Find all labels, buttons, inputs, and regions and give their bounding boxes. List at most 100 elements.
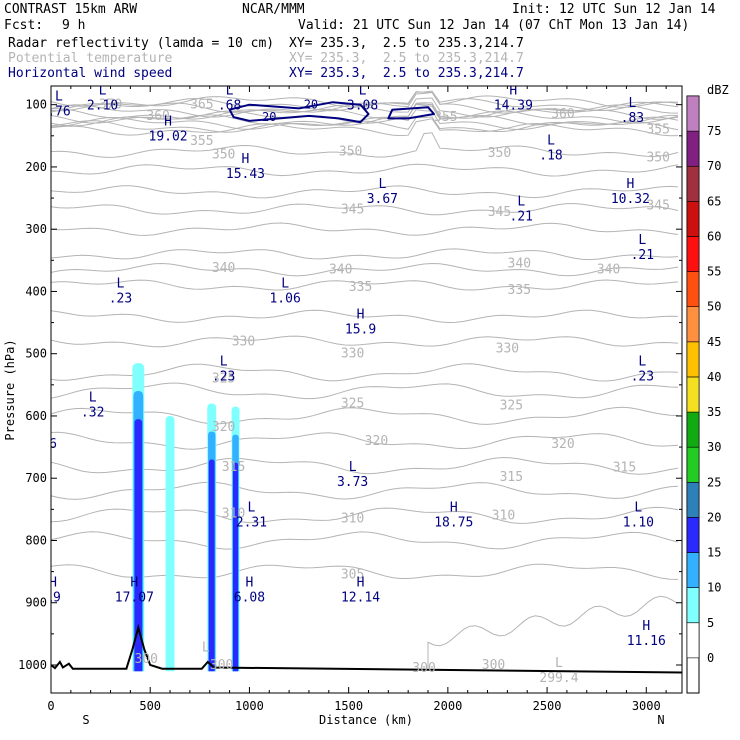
extremum-value: 19.02	[149, 130, 188, 145]
theta-contour-label: 320	[365, 434, 388, 449]
colorbar-swatch	[686, 587, 700, 624]
theta-contour-label: 360	[146, 109, 169, 124]
extremum-label: H17.07	[115, 575, 154, 605]
extremum-label: L3.67	[367, 177, 398, 207]
y-tick-label: 500	[25, 347, 47, 361]
wind-contour-label: 20	[304, 98, 318, 112]
extremum-label: L	[202, 641, 210, 656]
colorbar-tick-label: 65	[707, 194, 721, 208]
colorbar-swatch	[686, 552, 700, 588]
theta-contour-line	[51, 335, 679, 348]
theta-contour-label: 325	[212, 372, 235, 387]
reflectivity-columns	[132, 363, 240, 672]
theta-contour-line	[51, 382, 679, 400]
extremum-label: 6	[49, 437, 57, 452]
extremum-value: 6.08	[234, 590, 265, 605]
extremum-value: 18.75	[434, 516, 473, 531]
extremum-label: H11.16	[627, 619, 666, 649]
extremum-value: .23	[631, 369, 654, 384]
theta-contour-line	[51, 506, 679, 524]
extremum-label: H15.43	[226, 152, 265, 182]
theta-contour-line	[51, 103, 678, 127]
colorbar-tick-label: 35	[707, 405, 721, 419]
extremum-letter: H	[357, 308, 365, 323]
colorbar-tick-label: 15	[707, 546, 721, 560]
extremum-value: 11.16	[627, 634, 666, 649]
extremum-letter: L	[638, 233, 646, 248]
theta-contour-label: 340	[597, 263, 620, 278]
x-axis-north-label: N	[657, 713, 664, 727]
extremum-label: H10.32	[611, 177, 650, 207]
theta-contour-label: 345	[646, 199, 669, 214]
colorbar-unit: dBZ	[707, 83, 729, 97]
valid-time: Valid: 21 UTC Sun 12 Jan 14 (07 ChT Mon …	[298, 18, 690, 33]
y-tick-label: 800	[25, 533, 47, 547]
extremum-value: 6	[49, 437, 57, 452]
colorbar-swatch	[686, 517, 700, 553]
x-tick-label: 2000	[433, 699, 462, 713]
extremum-letter: L	[634, 501, 642, 516]
extremum-label: L.83	[621, 96, 644, 126]
theta-contour-label: 310	[341, 512, 364, 527]
extremum-value: 3.67	[367, 192, 398, 207]
extremum-value: .23	[212, 369, 235, 384]
extremum-label: H6.08	[234, 575, 265, 605]
theta-contours	[51, 90, 679, 669]
theta-contour-label: 310	[222, 507, 245, 522]
extremum-letter: L	[547, 133, 555, 148]
colorbar-swatch	[686, 446, 700, 483]
fcst-value: 9 h	[62, 18, 86, 33]
y-tick-label: 300	[25, 222, 47, 236]
extremum-label: L.18	[539, 133, 562, 163]
extremum-label: L2.31	[236, 501, 267, 531]
theta-contour-label: 320	[551, 437, 574, 452]
x-tick-label: 1000	[235, 699, 264, 713]
reflectivity-column-band	[134, 419, 143, 672]
theta-contour-label: 330	[341, 347, 364, 362]
field-wind-xy: XY= 235.3, 2.5 to 235.3,214.7	[289, 66, 524, 81]
extremum-label: L.32	[81, 390, 104, 420]
extremum-value: 299.4	[539, 671, 578, 686]
colorbar-swatch	[686, 95, 700, 132]
extremum-letter: H	[49, 575, 57, 590]
extremum-label: L.23	[631, 354, 654, 384]
theta-contour-label: 340	[508, 256, 531, 271]
extremum-label: L3.73	[337, 460, 368, 490]
reflectivity-column-band	[165, 415, 175, 672]
extremum-value: 1.10	[623, 516, 654, 531]
theta-contour-line	[51, 97, 679, 118]
colorbar-swatch	[686, 130, 700, 167]
theta-contour-line	[51, 163, 679, 177]
extremum-letter: H	[130, 575, 138, 590]
x-tick-label: 500	[139, 699, 161, 713]
extremum-letter: L	[638, 354, 646, 369]
theta-contour-label: 350	[212, 147, 235, 162]
theta-contour-line	[51, 531, 679, 550]
theta-contour-label: 340	[212, 261, 235, 276]
extremum-label: H12.14	[341, 575, 380, 605]
extremum-letter: L	[349, 460, 357, 475]
theta-contour-label: 350	[646, 151, 669, 166]
extremum-value: 12.14	[341, 590, 380, 605]
extremum-letter: L	[99, 83, 107, 98]
extremum-value: 2.31	[236, 516, 267, 531]
extremum-letter: L	[517, 194, 525, 209]
y-tick-label: 1000	[18, 658, 47, 672]
theta-contour-line	[51, 406, 679, 425]
field-theta-xy: XY= 235.3, 2.5 to 235.3,214.7	[289, 51, 524, 66]
extremum-label: L1.06	[269, 276, 300, 306]
theta-contour-label: 330	[496, 342, 519, 357]
extremum-label: L.23	[212, 354, 235, 384]
theta-contour-label: 320	[212, 420, 235, 435]
theta-contour-line	[51, 279, 679, 291]
colorbar-tick-label: 75	[707, 124, 721, 138]
extremum-value: 10.32	[611, 192, 650, 207]
theta-contour-label: 325	[500, 398, 523, 413]
theta-contour-label: 300	[482, 658, 505, 673]
extremum-letter: H	[242, 152, 250, 167]
x-tick-label: 3000	[632, 699, 661, 713]
theta-contour-label: 340	[329, 263, 352, 278]
theta-contour-label: 300	[412, 661, 435, 676]
